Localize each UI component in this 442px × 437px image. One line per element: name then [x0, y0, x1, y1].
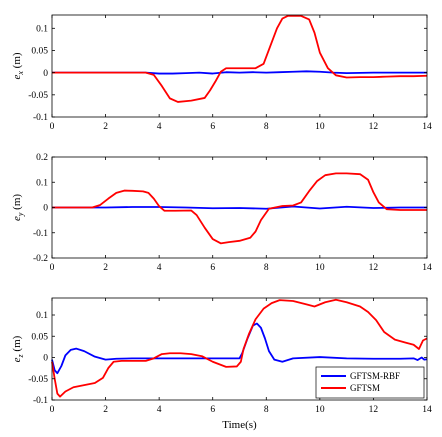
x-tick-label: 8	[264, 405, 269, 415]
subplot-z: 0 2 4 6 8 10 12 14 -0.1 -0.05 0 0.05 0.1 ez (m)	[11, 297, 432, 415]
x-tick-label: 0	[50, 405, 55, 415]
x-tick-label: 6	[210, 122, 215, 132]
y-axis-label: ey (m)	[11, 194, 25, 221]
y-tick-label: -0.1	[33, 396, 48, 406]
x-tick-label: 8	[264, 122, 269, 132]
x-tick-label: 14	[422, 122, 432, 132]
x-tick-label: 4	[157, 263, 162, 273]
x-tick-label: 12	[369, 122, 379, 132]
y-tick-label: -0.05	[28, 91, 48, 101]
x-tick-label: 10	[315, 122, 325, 132]
legend: GFTSM-RBF GFTSM	[315, 366, 425, 399]
legend-entry-gftsm: GFTSM	[350, 383, 380, 393]
x-tick-label: 6	[210, 263, 215, 273]
x-tick-label: 8	[264, 263, 269, 273]
y-tick-label: 0.1	[36, 178, 48, 188]
x-tick-label: 4	[157, 405, 162, 415]
series-gftsm-rbf-line	[52, 205, 427, 210]
y-tick-label: 0.2	[36, 153, 48, 163]
y-tick-label: 0.05	[31, 332, 48, 342]
x-tick-label: 10	[315, 405, 325, 415]
subplot-y: 0 2 4 6 8 10 12 14 -0.2 -0.1 0 0.1 0.2 ey (m)	[11, 153, 432, 273]
y-tick-label: 0.05	[31, 47, 48, 57]
y-axis-label: ez (m)	[11, 335, 25, 362]
x-tick-label: 12	[369, 405, 379, 415]
series-gftsm-rbf-line	[52, 70, 427, 75]
y-tick-label: 0	[43, 354, 48, 364]
x-tick-label: 12	[369, 263, 379, 273]
y-axis-label: ex (m)	[11, 52, 25, 79]
y-tick-label: 0.1	[36, 311, 48, 321]
x-tick-label: 0	[50, 263, 55, 273]
y-tick-label: -0.05	[28, 375, 48, 385]
x-axis-label: Time(s)	[222, 419, 257, 431]
x-tick-label: 2	[103, 122, 108, 132]
x-tick-label: 14	[422, 405, 432, 415]
y-tick-label: 0.1	[36, 25, 48, 35]
subplot-x: 0 2 4 6 8 10 12 14 -0.1 -0.05 0 0.05 0.1 ex (m)	[11, 14, 432, 132]
y-tick-label: -0.2	[33, 254, 48, 264]
x-tick-label: 4	[157, 122, 162, 132]
series-gftsm-rbf-line	[51, 322, 428, 375]
series-gftsm-line	[51, 298, 428, 398]
y-tick-label: 0	[43, 69, 48, 79]
y-tick-label: -0.1	[33, 113, 48, 123]
legend-entry-gftsm-rbf: GFTSM-RBF	[350, 371, 400, 381]
x-tick-label: 6	[210, 405, 215, 415]
y-tick-label: 0	[43, 204, 48, 214]
x-tick-label: 0	[50, 122, 55, 132]
axes-frame	[51, 297, 428, 401]
x-tick-label: 14	[422, 263, 432, 273]
series-gftsm-line	[52, 14, 428, 103]
series-gftsm-line	[52, 172, 427, 245]
y-tick-label: -0.1	[33, 229, 48, 239]
axes-frame	[51, 14, 428, 118]
x-tick-label: 2	[103, 263, 108, 273]
legend-box	[315, 366, 425, 399]
x-tick-label: 10	[315, 263, 325, 273]
x-tick-label: 2	[103, 405, 108, 415]
